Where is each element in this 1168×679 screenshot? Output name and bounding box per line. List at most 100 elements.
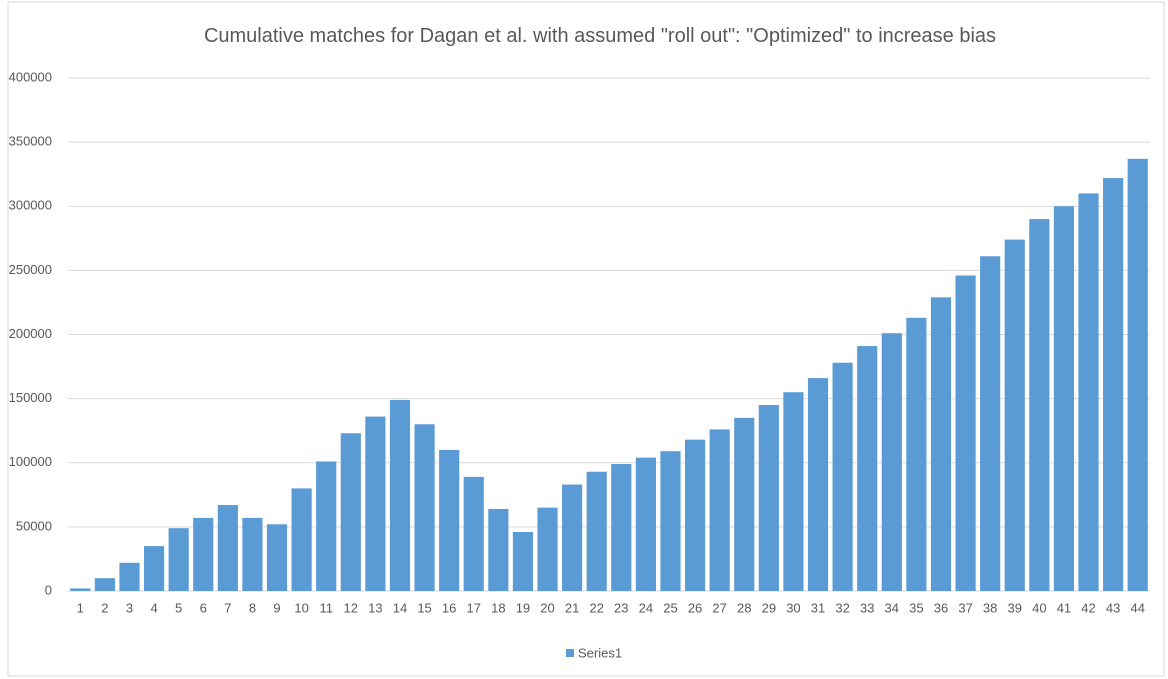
y-tick-label: 300000	[9, 198, 52, 213]
bar	[709, 429, 730, 591]
bar	[143, 546, 165, 591]
x-tick-label: 2	[101, 600, 108, 615]
bar	[1029, 219, 1050, 591]
x-tick-label: 27	[712, 600, 726, 615]
bar	[660, 451, 681, 591]
x-tick-label: 42	[1081, 600, 1095, 615]
bar	[857, 346, 878, 591]
x-tick-label: 9	[273, 600, 280, 615]
bar	[168, 528, 189, 591]
bar	[439, 449, 460, 591]
bar	[512, 532, 534, 591]
y-tick-label: 250000	[9, 262, 52, 277]
bar	[832, 362, 853, 591]
legend-label: Series1	[578, 645, 622, 660]
x-tick-label: 11	[319, 600, 333, 615]
x-tick-label: 16	[442, 600, 456, 615]
bar	[758, 405, 779, 591]
x-tick-label: 5	[175, 600, 182, 615]
x-tick-label: 10	[294, 600, 308, 615]
x-tick-label: 35	[909, 600, 923, 615]
bar	[537, 507, 558, 591]
x-tick-label: 36	[934, 600, 948, 615]
x-tick-label: 19	[516, 600, 530, 615]
bar	[611, 464, 632, 591]
x-tick-label: 28	[737, 600, 751, 615]
bar	[783, 392, 804, 591]
y-tick-label: 50000	[16, 518, 52, 533]
bar	[955, 275, 976, 591]
x-tick-label: 7	[224, 600, 231, 615]
x-tick-label: 12	[344, 600, 358, 615]
bar	[488, 508, 509, 591]
bar	[881, 333, 902, 591]
bar	[266, 524, 288, 591]
x-tick-label: 43	[1106, 600, 1120, 615]
x-tick-label: 40	[1032, 600, 1046, 615]
bar	[94, 578, 115, 591]
chart-border	[7, 1, 1165, 677]
x-tick-label: 8	[249, 600, 256, 615]
chart-title: Cumulative matches for Dagan et al. with…	[203, 25, 997, 47]
x-tick-label: 25	[663, 600, 677, 615]
x-tick-label: 33	[860, 600, 874, 615]
bar	[291, 488, 312, 591]
x-tick-label: 13	[368, 600, 382, 615]
x-tick-label: 6	[200, 600, 207, 615]
bar	[217, 505, 238, 591]
bar	[562, 484, 583, 591]
bar	[193, 517, 214, 591]
y-tick-label: 200000	[9, 326, 52, 341]
x-tick-label: 39	[1008, 600, 1022, 615]
bar	[242, 517, 263, 591]
bar	[414, 424, 435, 591]
x-tick-label: 38	[983, 600, 997, 615]
bar	[906, 317, 927, 591]
x-tick-label: 4	[150, 600, 157, 615]
bar	[635, 457, 656, 591]
x-tick-label: 3	[126, 600, 133, 615]
x-tick-label: 29	[762, 600, 776, 615]
bar	[70, 588, 91, 591]
x-tick-label: 20	[540, 600, 554, 615]
bar	[930, 297, 952, 591]
x-tick-label: 18	[491, 600, 505, 615]
bar	[586, 471, 607, 591]
x-tick-label: 31	[811, 600, 825, 615]
bar	[1127, 158, 1148, 592]
bar	[340, 433, 361, 591]
x-tick-label: 24	[639, 600, 653, 615]
bar	[463, 476, 484, 591]
bar	[365, 416, 386, 591]
bar	[316, 461, 337, 591]
y-tick-label: 100000	[9, 454, 52, 469]
bar	[119, 562, 140, 591]
y-tick-label: 150000	[9, 390, 52, 405]
bar	[684, 439, 706, 591]
x-tick-label: 21	[565, 600, 579, 615]
x-tick-label: 1	[77, 600, 84, 615]
x-tick-label: 34	[885, 600, 899, 615]
y-tick-label: 400000	[9, 69, 52, 84]
x-tick-label: 22	[589, 600, 603, 615]
bar	[1004, 239, 1025, 591]
x-tick-label: 14	[393, 600, 407, 615]
y-tick-label: 0	[45, 582, 52, 597]
x-tick-label: 23	[614, 600, 628, 615]
legend-swatch	[566, 649, 574, 657]
bar	[389, 399, 411, 591]
x-tick-label: 30	[786, 600, 800, 615]
bar	[807, 378, 829, 591]
x-tick-label: 26	[688, 600, 702, 615]
x-tick-label: 17	[467, 600, 481, 615]
bar	[1078, 193, 1099, 592]
bar	[980, 256, 1001, 591]
x-tick-label: 44	[1130, 600, 1144, 615]
y-tick-label: 350000	[9, 134, 52, 149]
bar	[1053, 206, 1075, 591]
bar	[734, 417, 755, 591]
x-tick-label: 41	[1057, 600, 1071, 615]
x-tick-label: 32	[835, 600, 849, 615]
